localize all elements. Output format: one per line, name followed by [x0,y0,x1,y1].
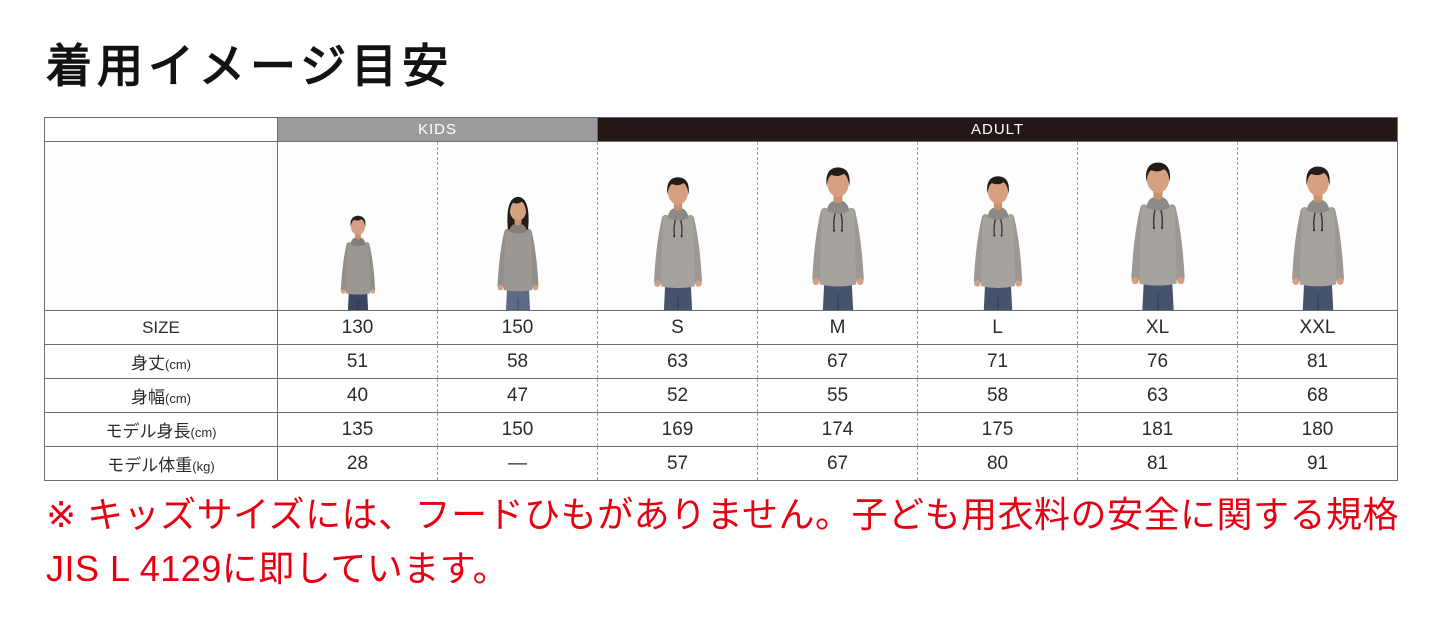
model-photo-cell-l [917,141,1078,311]
table-cell: 67 [757,344,918,379]
table-cell: 58 [436,344,598,379]
table-cell: 55 [757,378,918,413]
body-length-row: 身丈(cm) 51 58 63 67 71 76 81 [44,344,1398,379]
table-cell: 71 [917,344,1078,379]
table-cell: M [757,310,918,345]
table-cell: S [597,310,758,345]
body-width-row: 身幅(cm) 40 47 52 55 58 63 68 [44,378,1398,413]
table-cell: 81 [1237,344,1398,379]
row-label-model-weight: モデル体重(kg) [44,446,278,481]
page-title: 着用イメージ目安 [46,40,454,92]
table-cell: 63 [597,344,758,379]
model-photo-cell-xxl [1237,141,1398,311]
table-cell: 150 [436,412,598,447]
table-cell: — [436,446,598,481]
model-photo-kid-girl-150 [488,194,547,311]
table-cell: 135 [277,412,438,447]
model-height-row: モデル身長(cm) 135 150 169 174 175 181 180 [44,412,1398,447]
table-cell: XL [1077,310,1238,345]
table-cell: 81 [1077,446,1238,481]
table-cell: 80 [917,446,1078,481]
table-cell: 67 [757,446,918,481]
corner-cell [44,117,278,142]
table-cell: 76 [1077,344,1238,379]
kids-safety-note: ※ キッズサイズには、フードひもがありません。子ども用衣料の安全に関する規格JI… [46,494,1400,589]
table-cell: 40 [277,378,438,413]
model-photo-cell-130 [277,141,438,311]
table-cell: 52 [597,378,758,413]
table-cell: 130 [277,310,438,345]
kids-group-header: KIDS [277,117,598,142]
model-photo-cell-m [757,141,918,311]
model-photo-adult-l [963,173,1032,311]
model-photo-adult-xl [1120,159,1196,311]
model-photo-cell-xl [1077,141,1238,311]
empty-label-cell [44,141,278,311]
table-cell: 180 [1237,412,1398,447]
table-cell: 47 [436,378,598,413]
model-photo-kid-boy-130 [333,213,382,311]
size-row: SIZE 130 150 S M L XL XXL [44,310,1398,345]
row-label-size: SIZE [44,310,278,345]
model-photo-row [44,141,1398,311]
model-photo-adult-m [801,164,875,311]
table-cell: XXL [1237,310,1398,345]
size-chart-table: KIDS ADULT [44,117,1399,481]
model-photo-cell-150 [436,141,598,311]
table-cell: 57 [597,446,758,481]
table-cell: 150 [436,310,598,345]
table-cell: 169 [597,412,758,447]
table-cell: 63 [1077,378,1238,413]
table-cell: 28 [277,446,438,481]
table-cell: L [917,310,1078,345]
row-label-body-length: 身丈(cm) [44,344,278,379]
model-photo-adult-s [643,174,712,311]
table-cell: 181 [1077,412,1238,447]
group-header-row: KIDS ADULT [44,117,1398,142]
model-photo-adult-xxl [1281,163,1355,311]
table-cell: 175 [917,412,1078,447]
row-label-model-height: モデル身長(cm) [44,412,278,447]
table-cell: 51 [277,344,438,379]
table-cell: 174 [757,412,918,447]
table-cell: 91 [1237,446,1398,481]
table-cell: 68 [1237,378,1398,413]
row-label-body-width: 身幅(cm) [44,378,278,413]
adult-group-header: ADULT [597,117,1398,142]
model-weight-row: モデル体重(kg) 28 — 57 67 80 81 91 [44,446,1398,481]
table-cell: 58 [917,378,1078,413]
model-photo-cell-s [597,141,758,311]
